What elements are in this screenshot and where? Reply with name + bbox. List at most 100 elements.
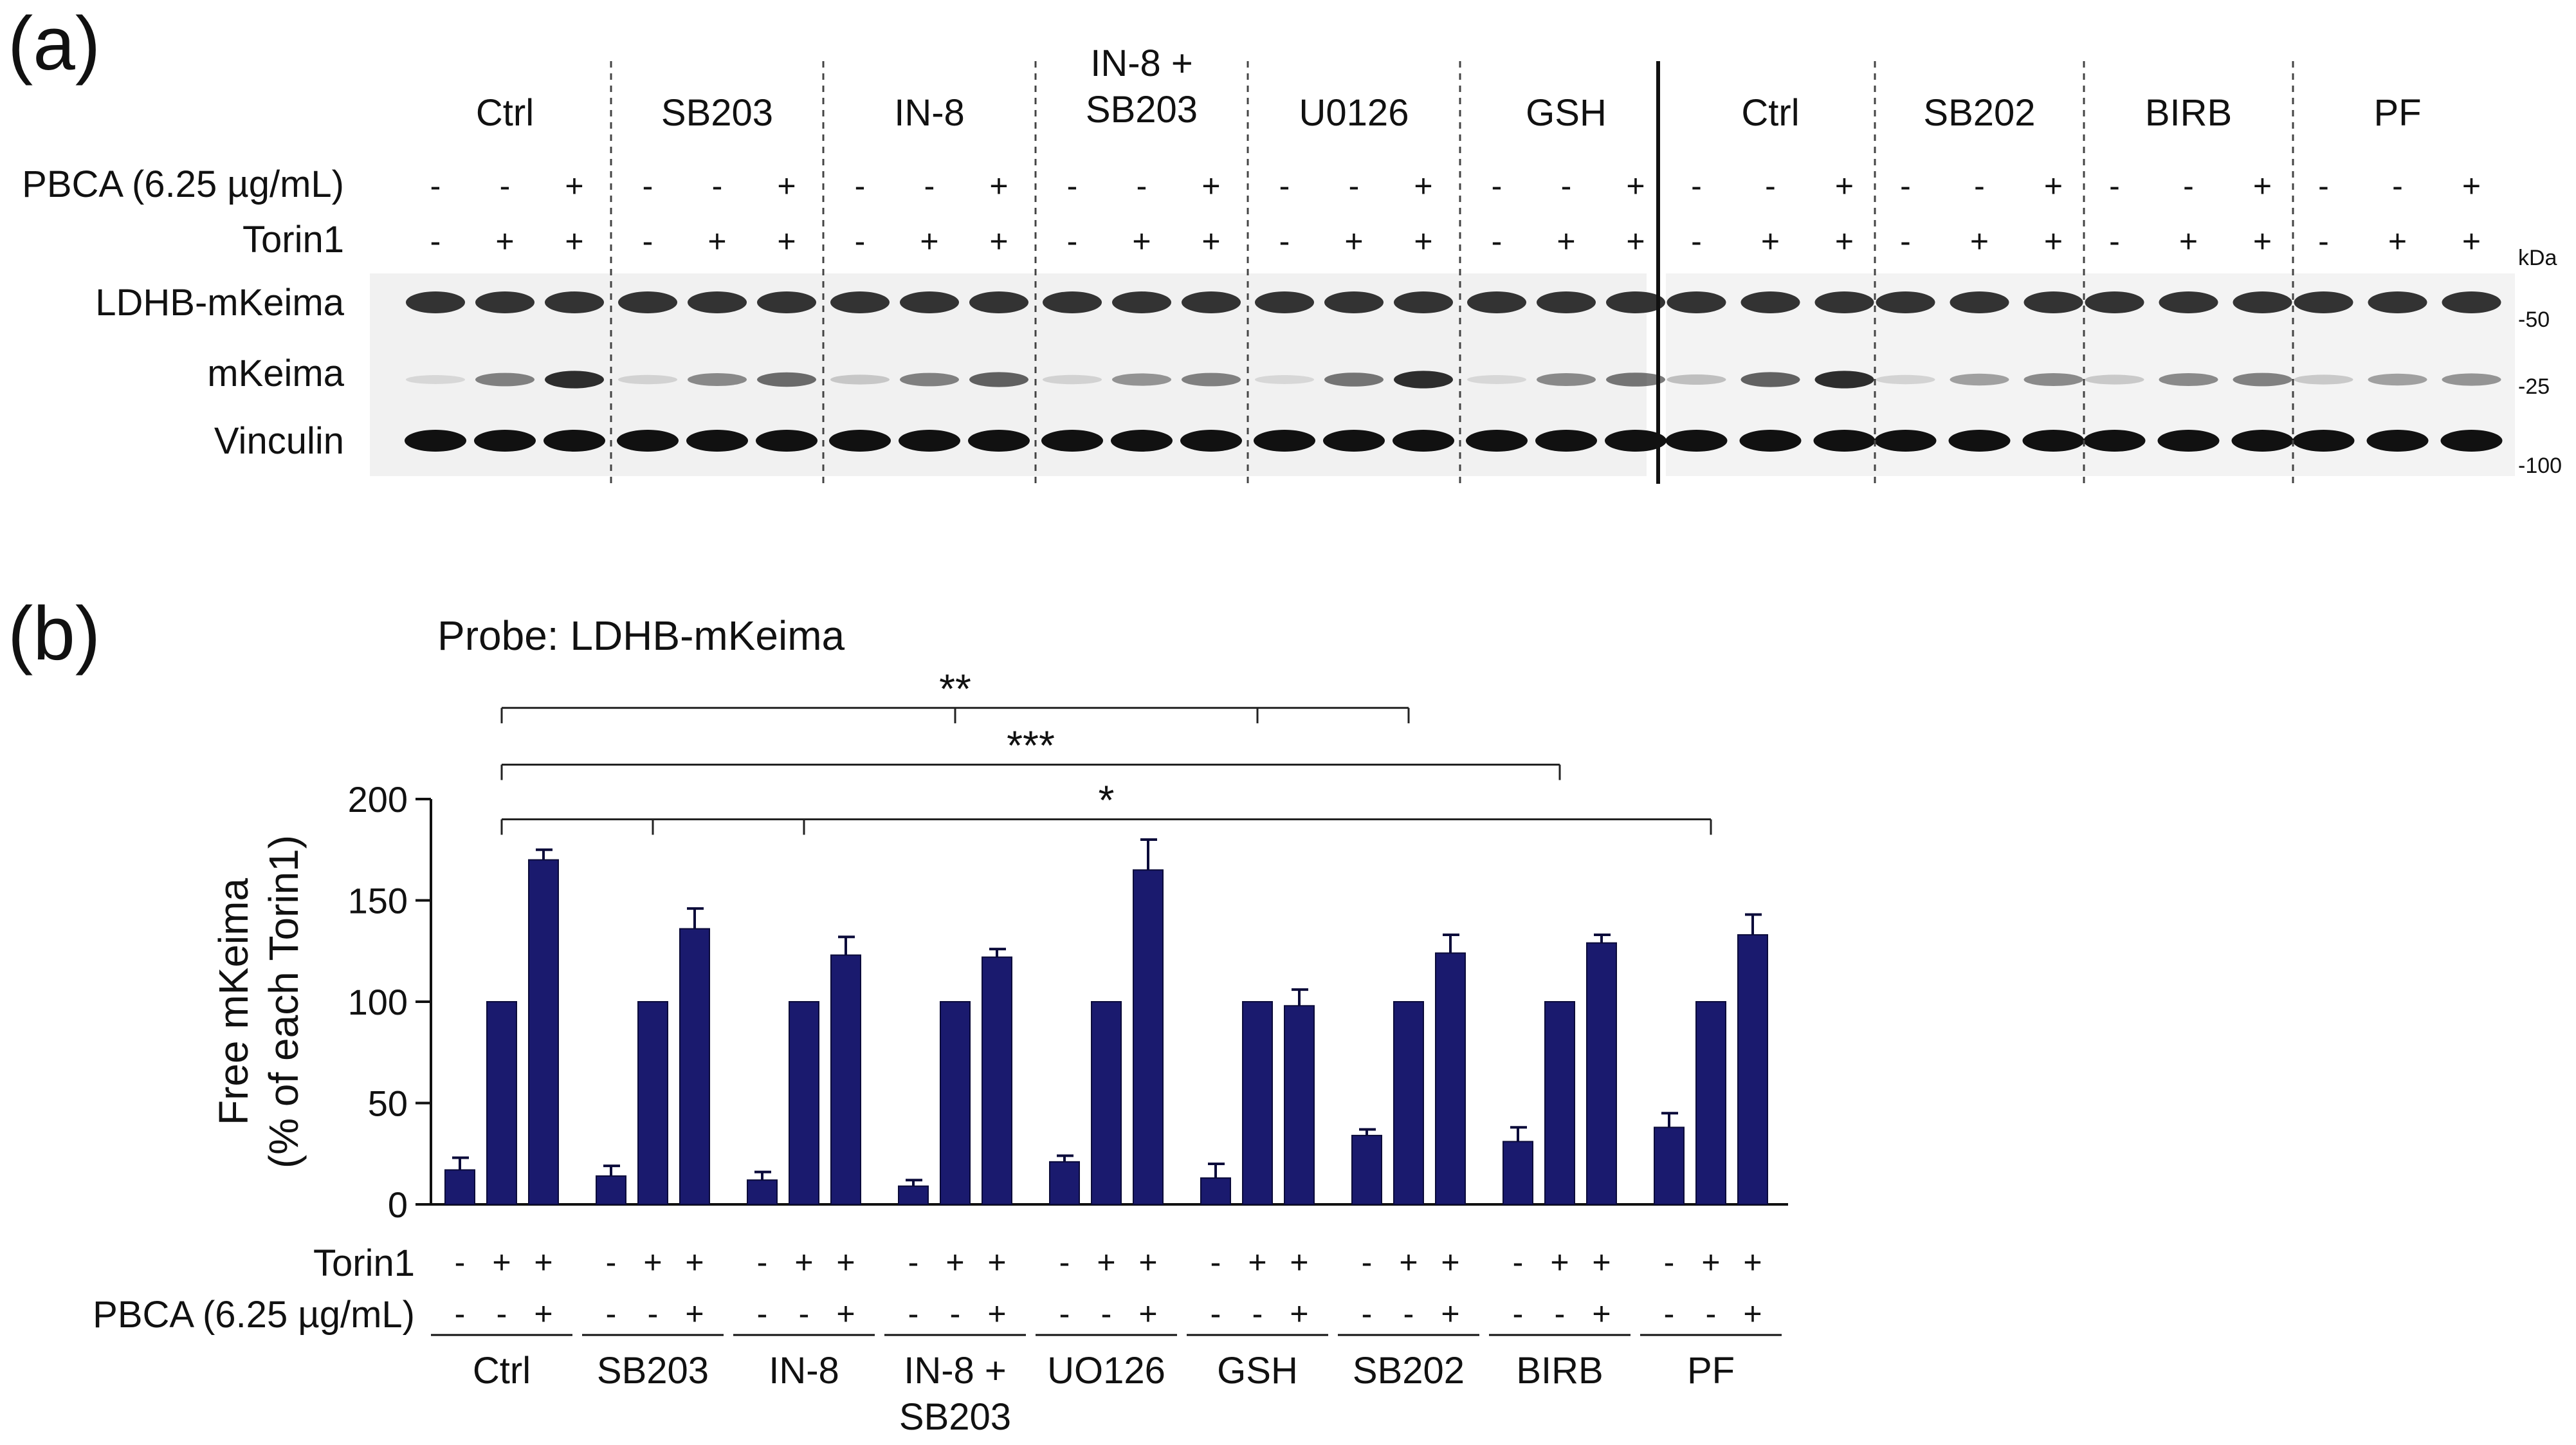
x-sign: -: [1059, 1244, 1070, 1280]
band-mkeima: [1182, 373, 1241, 387]
blot-sign: +: [2253, 168, 2272, 204]
x-sign: +: [1399, 1244, 1418, 1280]
band-vinculin: [1323, 430, 1385, 452]
blot-sign: +: [1835, 168, 1854, 204]
x-sign: +: [1743, 1244, 1762, 1280]
blot-treatment-label: PBCA (6.25 µg/mL): [22, 163, 344, 205]
blot-sign: -: [430, 223, 441, 259]
band-mkeima: [757, 372, 816, 387]
band-vinculin: [2440, 430, 2503, 452]
bar: [1091, 1001, 1122, 1205]
blot-sign: +: [2044, 223, 2063, 259]
blot-sign: +: [777, 223, 796, 259]
blot-sign: +: [2462, 168, 2481, 204]
bar: [637, 1001, 668, 1205]
band-vinculin: [1393, 430, 1454, 452]
x-sign: -: [606, 1296, 617, 1332]
blot-sign: -: [430, 168, 441, 204]
blot-sign: +: [777, 168, 796, 204]
x-group-label: GSH: [1217, 1350, 1298, 1392]
blot-sign: +: [565, 223, 583, 259]
band-vinculin: [1180, 430, 1242, 452]
x-sign: -: [1362, 1296, 1373, 1332]
band-vinculin: [1605, 430, 1667, 452]
band-vinculin: [756, 430, 818, 452]
band-vinculin: [1739, 430, 1802, 452]
blot-group-label: PF: [2373, 92, 2421, 134]
blot-sign: -: [1492, 223, 1503, 259]
band-ldhb-mkeima: [1950, 291, 2009, 313]
x-sign: -: [1362, 1244, 1373, 1280]
x-sign: +: [685, 1244, 704, 1280]
blot-sign: +: [1414, 223, 1432, 259]
blot-sign: -: [855, 223, 866, 259]
x-group-label: PF: [1687, 1350, 1735, 1392]
bar: [1133, 869, 1164, 1205]
x-group-label: SB202: [1353, 1350, 1465, 1392]
x-sign: +: [1290, 1296, 1308, 1332]
significance-label: ***: [1007, 722, 1055, 768]
band-vinculin: [2157, 430, 2220, 452]
y-tick-label: 150: [348, 881, 408, 921]
blot-sign: -: [1279, 168, 1290, 204]
x-sign: -: [455, 1244, 466, 1280]
x-sign: +: [534, 1244, 553, 1280]
x-sign: +: [1701, 1244, 1720, 1280]
band-vinculin: [2231, 430, 2294, 452]
blot-group-label: IN-8: [894, 92, 965, 134]
x-sign: +: [643, 1244, 662, 1280]
band-mkeima: [1537, 373, 1596, 386]
x-sign: +: [1097, 1244, 1115, 1280]
band-vinculin: [1111, 430, 1173, 452]
x-sign: -: [1101, 1296, 1112, 1332]
blot-sign: +: [2179, 223, 2198, 259]
band-vinculin: [2083, 430, 2146, 452]
blot-sign: -: [1279, 223, 1290, 259]
blot-sign: -: [1691, 168, 1702, 204]
blot-sign: -: [2109, 168, 2120, 204]
bar-chart: (b) Probe: LDHB-mKeima 0 50 100 150 200 Free mK…: [8, 591, 1788, 1438]
band-mkeima: [1324, 373, 1384, 387]
blot-sign: -: [924, 168, 935, 204]
blot-sign: +: [1835, 223, 1854, 259]
x-sign: +: [836, 1296, 855, 1332]
bar: [444, 1169, 475, 1205]
blot-sign: -: [1137, 168, 1147, 204]
x-sign: +: [794, 1244, 813, 1280]
bar: [1654, 1127, 1685, 1205]
blot-sign: +: [708, 223, 726, 259]
x-sign: -: [1252, 1296, 1263, 1332]
band-ldhb-mkeima: [2294, 291, 2353, 313]
x-sign: -: [455, 1296, 466, 1332]
x-sign: -: [1210, 1244, 1221, 1280]
blot-sign: -: [2318, 168, 2329, 204]
x-sign: -: [1664, 1244, 1675, 1280]
blot-group-label: BIRB: [2145, 92, 2232, 134]
blot-sign: -: [500, 168, 511, 204]
x-group-label: BIRB: [1516, 1350, 1603, 1392]
x-sign: -: [1059, 1296, 1070, 1332]
x-group-label: UO126: [1047, 1350, 1165, 1392]
x-treatment-label: Torin1: [313, 1242, 415, 1284]
band-ldhb-mkeima: [969, 291, 1028, 313]
y-axis-title: Free mKeima(% of each Torin1): [210, 835, 307, 1168]
x-sign: -: [1210, 1296, 1221, 1332]
western-blot-panel: (a) Ctrl SB203 IN-8 IN-8 + SB203 U0126 GSH Ctrl S…: [8, 1, 2562, 489]
band-ldhb-mkeima: [2159, 291, 2218, 313]
band-ldhb-mkeima: [900, 291, 959, 313]
x-sign: -: [1706, 1296, 1717, 1332]
band-ldhb-mkeima: [1182, 291, 1241, 313]
blot-group-label: SB202: [1923, 92, 2035, 134]
kda-marker: -50: [2518, 308, 2550, 332]
blot-group-label: GSH: [1526, 92, 1607, 134]
blot-row-label: LDHB-mKeima: [95, 282, 344, 324]
x-sign: +: [1592, 1244, 1611, 1280]
band-ldhb-mkeima: [2442, 291, 2501, 313]
significance-label: **: [939, 665, 971, 712]
band-ldhb-mkeima: [2233, 291, 2292, 313]
blot-sign: +: [1132, 223, 1151, 259]
band-mkeima: [830, 374, 890, 385]
bar: [1200, 1177, 1231, 1206]
x-sign: -: [497, 1296, 507, 1332]
band-mkeima: [2085, 374, 2144, 385]
